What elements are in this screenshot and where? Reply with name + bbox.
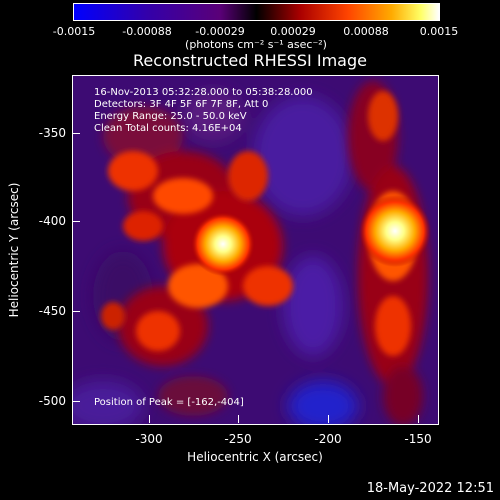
x-tick-label: -200 [314, 432, 342, 446]
x-tick-label: -150 [404, 432, 432, 446]
y-tick-label: -400 [38, 214, 66, 228]
x-tick-mark [328, 415, 329, 423]
colorbar [73, 3, 440, 21]
x-tick-label: -300 [135, 432, 163, 446]
colorbar-tick: -0.00029 [195, 25, 245, 38]
timestamp: 18-May-2022 12:51 [366, 481, 494, 496]
y-tick-mark [72, 133, 80, 134]
plot-title: Reconstructed RHESSI Image [133, 51, 367, 70]
colorbar-tick: 0.0015 [419, 25, 459, 38]
x-tick-label: -250 [224, 432, 252, 446]
x-tick-mark [149, 415, 150, 423]
y-tick-label: -450 [38, 304, 66, 318]
rhessi-image-graphic [73, 76, 438, 424]
annotation-detectors: Detectors: 3F 4F 5F 6F 7F 8F, Att 0 [94, 99, 269, 110]
y-tick-mark [72, 401, 80, 402]
annotation-time: 16-Nov-2013 05:32:28.000 to 05:38:28.000 [94, 87, 313, 98]
annotation-clean: Clean Total counts: 4.16E+04 [94, 123, 242, 134]
annotation-peak: Position of Peak = [-162,-404] [94, 397, 244, 408]
rhessi-image [72, 75, 439, 425]
y-tick-mark [72, 311, 80, 312]
y-tick-mark [72, 221, 80, 222]
colorbar-units: (photons cm⁻² s⁻¹ asec⁻²) [185, 38, 327, 51]
y-axis-label: Heliocentric Y (arcsec) [7, 182, 21, 318]
colorbar-tick: -0.0015 [52, 25, 96, 38]
annotation-energy: Energy Range: 25.0 - 50.0 keV [94, 111, 247, 122]
colorbar-tick: 0.00088 [343, 25, 389, 38]
x-axis-label: Heliocentric X (arcsec) [187, 450, 323, 464]
colorbar-tick: 0.00029 [270, 25, 316, 38]
y-tick-label: -350 [38, 126, 66, 140]
y-tick-label: -500 [38, 394, 66, 408]
x-tick-mark [238, 415, 239, 423]
x-tick-mark [418, 415, 419, 423]
colorbar-tick: -0.00088 [122, 25, 172, 38]
